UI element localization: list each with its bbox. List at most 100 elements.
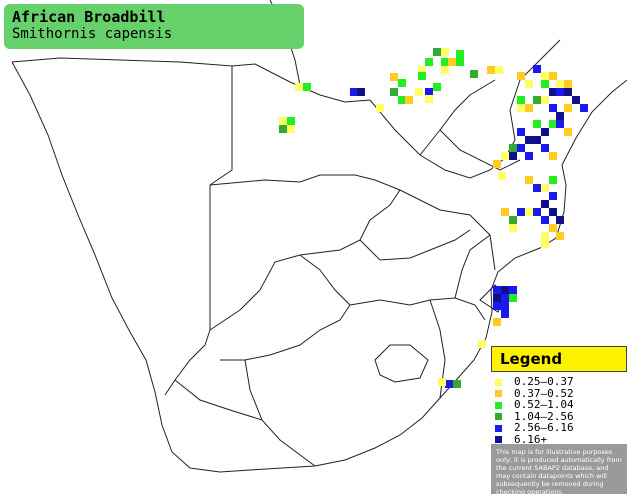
record-cell: [525, 208, 533, 216]
legend-label: 2.56–6.16: [514, 421, 574, 434]
record-cell: [493, 286, 501, 294]
record-cell: [279, 125, 287, 133]
legend-item: 0.52–1.04: [495, 399, 574, 411]
record-cell: [509, 144, 517, 152]
record-cell: [517, 96, 525, 104]
record-cell: [556, 80, 564, 88]
record-cell: [493, 318, 501, 326]
border: [419, 79, 496, 156]
border: [220, 254, 351, 361]
record-cell: [549, 176, 557, 184]
record-cell: [453, 380, 461, 388]
record-cell: [418, 66, 426, 74]
legend-items: 0.25–0.37 0.37–0.52 0.52–1.04 1.04–2.56 2.56…: [491, 372, 627, 446]
border: [439, 129, 521, 171]
record-cell: [549, 192, 557, 200]
title: African Broadbill: [12, 8, 166, 26]
border: [164, 329, 211, 396]
record-cell: [556, 216, 564, 224]
record-cell: [541, 184, 549, 192]
record-cell: [556, 232, 564, 240]
record-cell: [478, 340, 486, 348]
record-cell: [390, 73, 398, 81]
record-cell: [564, 88, 572, 96]
record-cell: [493, 302, 501, 310]
record-cell: [572, 96, 580, 104]
record-cell: [549, 88, 557, 96]
record-cell: [448, 58, 456, 66]
record-cell: [495, 66, 503, 74]
record-cell: [303, 83, 311, 91]
record-cell: [541, 144, 549, 152]
record-cell: [556, 120, 564, 128]
legend-header: Legend: [491, 346, 627, 372]
record-cell: [441, 48, 449, 56]
record-cell: [525, 104, 533, 112]
record-cell: [517, 104, 525, 112]
record-cell: [418, 72, 426, 80]
record-cell: [376, 104, 384, 112]
record-cell: [501, 208, 509, 216]
record-cell: [564, 128, 572, 136]
record-cell: [533, 184, 541, 192]
record-cell: [501, 152, 509, 160]
legend-swatch: [495, 390, 502, 397]
record-cell: [525, 152, 533, 160]
record-cell: [501, 310, 509, 318]
record-cell: [390, 88, 398, 96]
record-cell: [438, 378, 446, 386]
record-cell: [405, 96, 413, 104]
record-cell: [456, 50, 464, 58]
record-cell: [541, 96, 549, 104]
border: [244, 359, 316, 467]
legend-title: Legend: [500, 350, 563, 368]
record-cell: [425, 95, 433, 103]
record-cell: [541, 240, 549, 248]
border: [359, 229, 471, 261]
legend-item: 2.56–6.16: [495, 422, 574, 434]
record-cell: [445, 380, 453, 388]
record-cell: [525, 80, 533, 88]
border: [374, 344, 429, 383]
record-cell: [549, 72, 557, 80]
record-cell: [549, 208, 557, 216]
record-cell: [425, 58, 433, 66]
record-cell: [541, 216, 549, 224]
legend-label: 0.37–0.52: [514, 386, 574, 400]
record-cell: [493, 294, 501, 302]
record-cell: [533, 208, 541, 216]
record-cell: [525, 176, 533, 184]
record-cell: [287, 117, 295, 125]
record-cell: [357, 88, 365, 96]
record-cell: [556, 88, 564, 96]
border: [11, 57, 371, 103]
record-cell: [549, 120, 557, 128]
border: [399, 189, 496, 271]
records: [279, 48, 588, 388]
record-cell: [541, 200, 549, 208]
border: [349, 297, 486, 321]
legend-label: 0.52–1.04: [514, 398, 574, 411]
record-cell: [433, 48, 441, 56]
record-cell: [287, 125, 295, 133]
record-cell: [295, 83, 303, 91]
legend-item: 6.16+: [495, 433, 547, 446]
record-cell: [425, 88, 433, 96]
record-cell: [501, 294, 509, 302]
record-cell: [541, 232, 549, 240]
record-cell: [525, 136, 533, 144]
record-cell: [533, 120, 541, 128]
border: [454, 234, 491, 299]
record-cell: [498, 172, 506, 180]
legend: Legend 0.25–0.37 0.37–0.52 0.52–1.04 1.04–2…: [491, 346, 627, 494]
title-box: African Broadbill Smithornis capensis: [4, 4, 304, 49]
record-cell: [441, 66, 449, 74]
record-cell: [398, 79, 406, 87]
legend-item: 0.25–0.37: [495, 376, 574, 388]
record-cell: [441, 58, 449, 66]
record-cell: [564, 80, 572, 88]
record-cell: [549, 152, 557, 160]
record-cell: [279, 117, 287, 125]
record-cell: [509, 286, 517, 294]
record-cell: [533, 65, 541, 73]
